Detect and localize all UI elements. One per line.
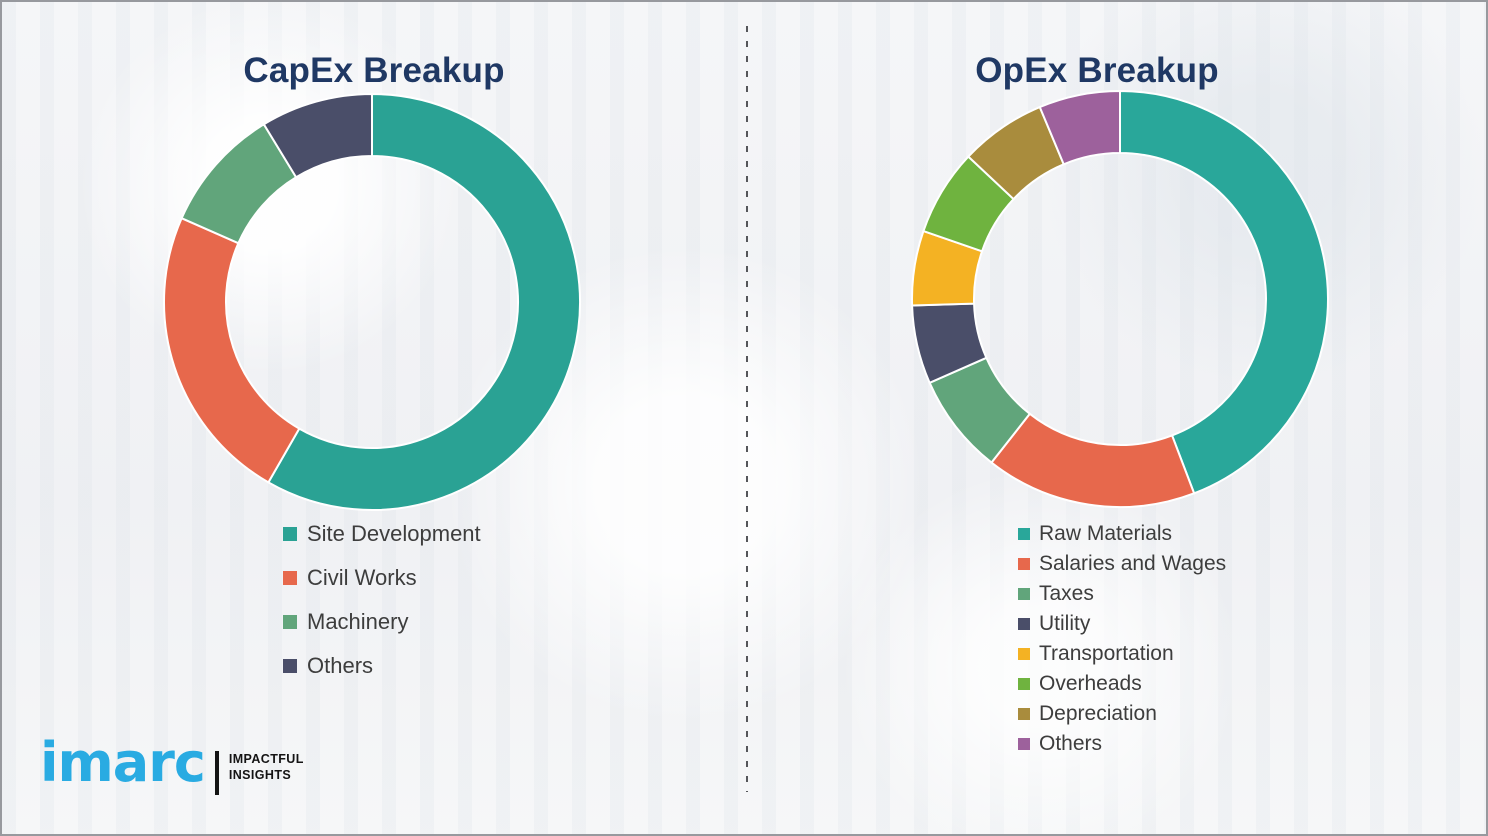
legend-label: Raw Materials (1039, 522, 1173, 545)
legend-label: Overheads (1039, 672, 1142, 695)
donut-segment-civil-works (163, 216, 301, 484)
legend-swatch (1018, 558, 1030, 570)
donut-segment-raw-materials (1119, 89, 1329, 495)
legend-swatch (1018, 708, 1030, 720)
capex-donut-chart (163, 92, 581, 511)
legend-label: Civil Works (307, 565, 417, 590)
legend-swatch (1018, 738, 1030, 750)
legend-label: Taxes (1039, 582, 1094, 605)
donut-segment-site-development (267, 92, 581, 511)
legend-item: Site Development (283, 512, 481, 556)
legend-item: Others (1018, 729, 1226, 759)
opex-donut-chart (911, 89, 1329, 508)
opex-chart-title: OpEx Breakup (975, 51, 1219, 91)
legend-item: Machinery (283, 600, 481, 644)
legend-swatch (283, 659, 297, 673)
imarc-logo: imarc IMPACTFUL INSIGHTS (40, 731, 304, 795)
capex-legend: Site Development Civil Works Machinery Othe… (283, 512, 481, 688)
legend-item: Civil Works (283, 556, 481, 600)
legend-item: Transportation (1018, 639, 1226, 669)
legend-label: Transportation (1039, 642, 1174, 665)
legend-item: Utility (1018, 609, 1226, 639)
legend-swatch (283, 571, 297, 585)
legend-label: Utility (1039, 612, 1091, 635)
legend-label: Salaries and Wages (1039, 552, 1227, 575)
legend-item: Raw Materials (1018, 519, 1226, 549)
donut-segment-others (262, 92, 373, 179)
legend-swatch (1018, 648, 1030, 660)
donut-segment-others (1038, 89, 1121, 166)
legend-swatch (1018, 588, 1030, 600)
legend-swatch (283, 615, 297, 629)
legend-swatch (1018, 528, 1030, 540)
capex-chart-title: CapEx Breakup (243, 51, 505, 91)
legend-label: Site Development (307, 521, 481, 546)
logo-tagline: IMPACTFUL INSIGHTS (229, 752, 304, 783)
donut-segment-salaries-and-wages (990, 412, 1196, 508)
legend-label: Others (1039, 732, 1103, 755)
legend-item: Overheads (1018, 669, 1226, 699)
dashed-divider-line (746, 26, 748, 792)
legend-label: Machinery (307, 609, 409, 634)
legend-item: Others (283, 644, 481, 688)
logo-tagline-line1: IMPACTFUL (228, 752, 304, 766)
logo-separator-bar (214, 751, 219, 795)
legend-label: Depreciation (1039, 702, 1157, 725)
legend-swatch (283, 527, 297, 541)
legend-swatch (1018, 678, 1030, 690)
legend-item: Depreciation (1018, 699, 1226, 729)
legend-item: Taxes (1018, 579, 1226, 609)
opex-legend: Raw Materials Salaries and Wages Taxes Util… (1018, 519, 1226, 759)
legend-swatch (1018, 618, 1030, 630)
legend-item: Salaries and Wages (1018, 549, 1226, 579)
imarc-logo-wordmark: imarc (40, 731, 206, 794)
legend-label: Others (307, 653, 374, 678)
logo-tagline-line2: INSIGHTS (228, 767, 292, 782)
